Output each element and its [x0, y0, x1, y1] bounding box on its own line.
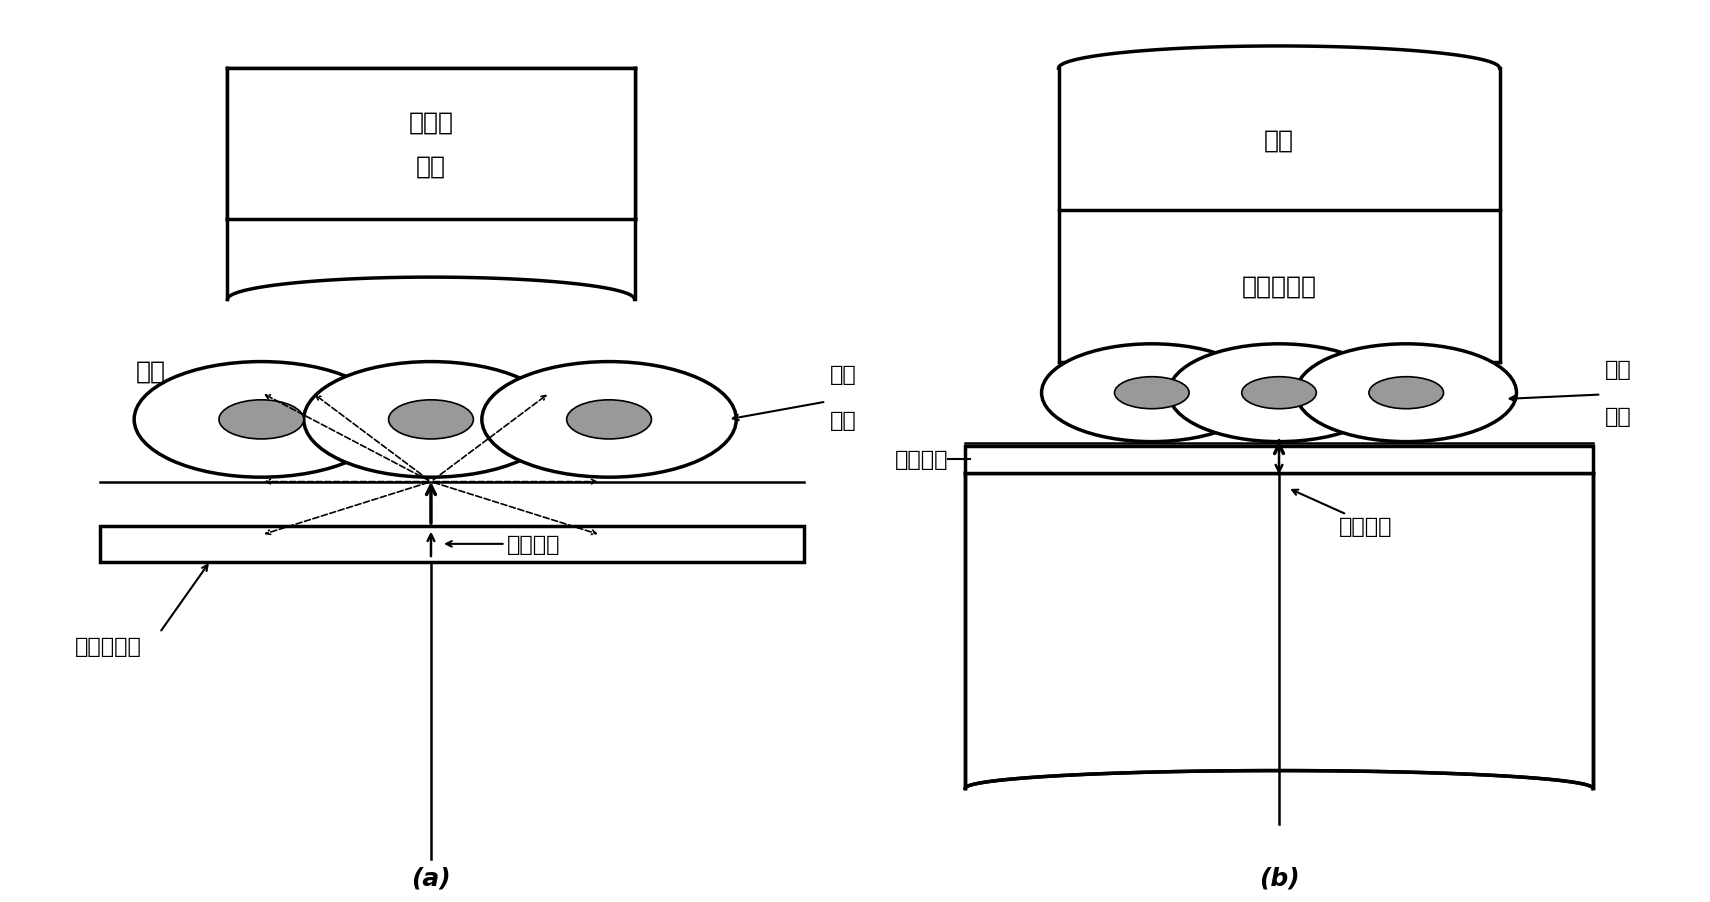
Ellipse shape: [1115, 377, 1188, 410]
Ellipse shape: [1296, 345, 1517, 442]
Ellipse shape: [219, 400, 304, 439]
Text: (b): (b): [1259, 865, 1300, 889]
Text: 气体电离室: 气体电离室: [1241, 275, 1317, 299]
Bar: [964, 474, 1592, 788]
Bar: [964, 446, 1592, 474]
Text: 物镜: 物镜: [1264, 128, 1294, 152]
Text: 微束出口: 微束出口: [508, 534, 561, 554]
Bar: [227, 220, 634, 300]
Ellipse shape: [133, 363, 388, 478]
Text: 聚酯薄膜: 聚酯薄膜: [894, 450, 949, 470]
Ellipse shape: [482, 363, 737, 478]
Ellipse shape: [304, 363, 557, 478]
Text: 细胞: 细胞: [829, 364, 857, 384]
Ellipse shape: [566, 400, 652, 439]
Text: 样品: 样品: [1604, 407, 1631, 427]
Ellipse shape: [1168, 345, 1389, 442]
Text: 塑料闪烁体: 塑料闪烁体: [75, 637, 142, 657]
Ellipse shape: [1241, 377, 1317, 410]
Text: (a): (a): [410, 865, 451, 889]
Text: 光电倍: 光电倍: [409, 110, 453, 134]
Bar: [101, 527, 804, 562]
Text: 微束出口: 微束出口: [1339, 517, 1392, 537]
Bar: [227, 69, 634, 220]
Text: 样品: 样品: [829, 411, 857, 431]
Text: 细胞: 细胞: [1604, 360, 1631, 380]
Ellipse shape: [1370, 377, 1443, 410]
Bar: [1058, 69, 1500, 363]
Text: 增管: 增管: [416, 155, 446, 179]
Ellipse shape: [1041, 345, 1262, 442]
Ellipse shape: [388, 400, 474, 439]
Text: 光子: 光子: [137, 359, 166, 383]
